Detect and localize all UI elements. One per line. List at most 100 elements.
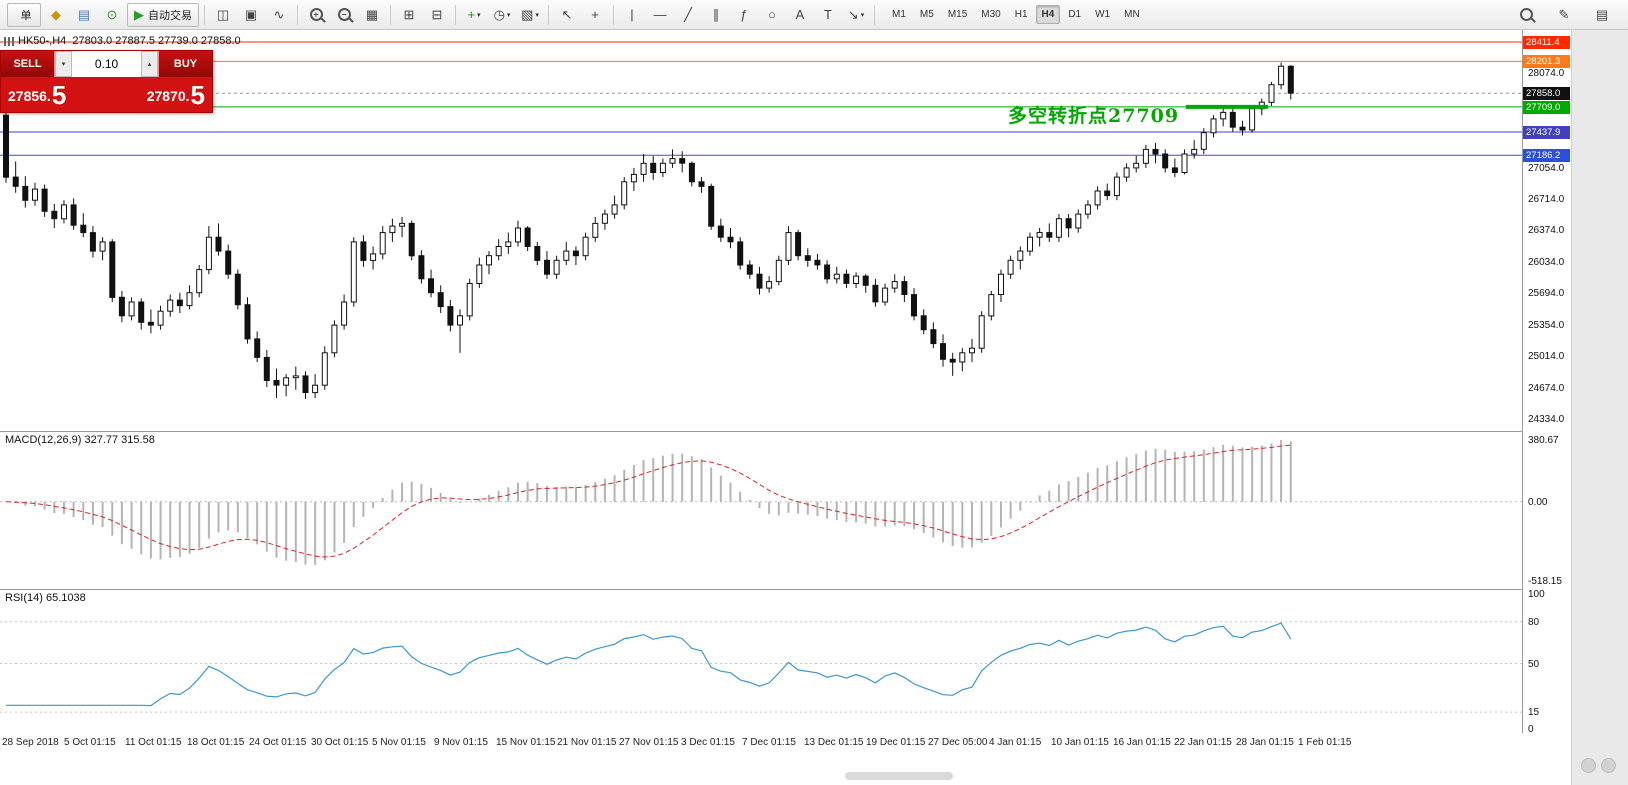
sell-price-main: 27856.: [8, 88, 51, 104]
toolbar-right-group: ✎ ▤: [1512, 3, 1622, 27]
buy-price-main: 27870.: [146, 88, 190, 104]
time-axis-label: 3 Dec 01:15: [681, 737, 735, 748]
timeframe-h4[interactable]: H4: [1035, 5, 1061, 24]
arrows-button[interactable]: ↘ ▾: [847, 7, 865, 22]
macd-indicator-label: MACD(12,26,9) 327.77 315.58: [5, 434, 155, 446]
rail-icon[interactable]: [1581, 758, 1596, 773]
cursor-icon[interactable]: ↖: [561, 7, 573, 22]
main-toolbar: 单◆▤⊙▶自动交易◫▣∿▦⊞⊟+▾◷▾▧▾↖+|—╱∥ƒ○AT↘▾ M1M5M1…: [0, 0, 1628, 30]
price-level-badge: 28411.4: [1523, 36, 1570, 49]
price-axis[interactable]: 28074.0 27054.0 26714.0 26374.0 26034.0 25694…: [1522, 30, 1572, 751]
buy-price[interactable]: 27870. 5: [147, 82, 205, 108]
text-icon[interactable]: A: [795, 7, 805, 22]
timeframe-m1[interactable]: M1: [892, 9, 906, 20]
zoom-out-icon[interactable]: [331, 3, 357, 27]
timeframe-w1[interactable]: W1: [1095, 9, 1111, 20]
cascade-windows-icon[interactable]: ⊞: [403, 7, 415, 22]
search-icon[interactable]: [1513, 3, 1539, 27]
timeframe-m30[interactable]: M30: [981, 9, 1001, 20]
label-icon[interactable]: T: [824, 7, 832, 22]
channel-icon[interactable]: ∥: [712, 7, 720, 22]
volume-decrease-button[interactable]: ▾: [55, 51, 72, 77]
time-axis-label: 7 Dec 01:15: [742, 737, 796, 748]
fibonacci-icon[interactable]: ƒ: [740, 7, 748, 22]
periods-button[interactable]: ◷ ▾: [493, 7, 511, 22]
price-level-badge: 27186.2: [1523, 149, 1570, 162]
arrange-windows-icon[interactable]: ⊟: [431, 7, 443, 22]
timeframe-h1[interactable]: H1: [1014, 9, 1028, 20]
market-watch-icon[interactable]: ⊙: [106, 7, 118, 22]
horizontal-scrollbar[interactable]: [845, 772, 953, 780]
rsi-indicator-label: RSI(14) 65.1038: [5, 592, 86, 604]
toolbar-separator: [204, 4, 205, 25]
time-axis-label: 16 Jan 01:15: [1113, 737, 1171, 748]
time-axis-label: 9 Nov 01:15: [434, 737, 488, 748]
volume-increase-button[interactable]: ▴: [141, 51, 158, 77]
time-axis-label: 19 Dec 01:15: [866, 737, 926, 748]
time-axis-label: 27 Nov 01:15: [619, 737, 679, 748]
time-axis-label: 27 Dec 05:00: [928, 737, 988, 748]
time-axis-label: 28 Sep 2018: [2, 737, 59, 748]
toolbar-separator: [390, 4, 391, 25]
timeframe-mn[interactable]: MN: [1124, 9, 1140, 20]
profiles-icon[interactable]: ▤: [77, 7, 91, 22]
time-axis-label: 21 Nov 01:15: [557, 737, 617, 748]
volume-input[interactable]: 0.10: [72, 51, 141, 77]
bar-chart-type-icon[interactable]: ◫: [216, 7, 230, 22]
crosshair-icon[interactable]: +: [591, 7, 599, 22]
macd-axis-label: -518.15: [1528, 576, 1562, 587]
macd-axis-label: 0.00: [1528, 497, 1548, 508]
time-axis-label: 18 Oct 01:15: [187, 737, 245, 748]
toolbar-separator: [613, 4, 614, 25]
symbol-ohlc-line: HK50-,H4 27803.0 27887.5 27739.0 27858.0: [18, 35, 241, 47]
buy-button[interactable]: BUY: [158, 51, 212, 77]
rail-icon[interactable]: [1601, 758, 1616, 773]
ellipse-icon[interactable]: ○: [768, 7, 776, 22]
trendline-icon[interactable]: ╱: [684, 7, 692, 22]
price-axis-label: 25014.0: [1528, 351, 1565, 362]
tile-windows-icon[interactable]: ▦: [365, 7, 379, 22]
indicators-button[interactable]: + ▾: [467, 7, 481, 22]
templates-button[interactable]: ▧ ▾: [521, 7, 539, 22]
line-chart-type-icon[interactable]: ∿: [273, 7, 285, 22]
time-axis-label: 1 Feb 01:15: [1298, 737, 1352, 748]
rsi-axis-label: 100: [1528, 589, 1545, 600]
price-axis-label: 28074.0: [1528, 68, 1565, 79]
time-axis-label: 22 Jan 01:15: [1174, 737, 1232, 748]
toolbar-separator: [455, 4, 456, 25]
timeframe-d1[interactable]: D1: [1068, 9, 1082, 20]
sell-button[interactable]: SELL: [1, 51, 55, 77]
macd-rsi-separator[interactable]: [0, 589, 1571, 590]
rsi-axis-label: 80: [1528, 617, 1540, 628]
chart-canvas[interactable]: [0, 30, 1522, 785]
timeframe-m15[interactable]: M15: [947, 9, 968, 20]
time-axis-label: 28 Jan 01:15: [1236, 737, 1294, 748]
auto-trading-button[interactable]: ▶ 自动交易: [127, 2, 199, 27]
chart-symbol-icon: [4, 37, 14, 46]
time-axis[interactable]: 28 Sep 2018 5 Oct 01:15 11 Oct 01:15 18 Oct…: [0, 733, 1571, 751]
timeframe-m5[interactable]: M5: [919, 9, 934, 20]
horizontal-line-icon[interactable]: —: [653, 7, 667, 22]
panel-toggle-icon[interactable]: ▤: [1595, 7, 1609, 22]
buy-price-big-digit: 5: [190, 80, 205, 110]
main-macd-separator[interactable]: [0, 431, 1571, 432]
sell-price[interactable]: 27856. 5: [8, 82, 66, 108]
price-axis-label: 25694.0: [1528, 288, 1565, 299]
vertical-line-icon[interactable]: |: [630, 7, 634, 22]
toolbar-separator: [874, 4, 875, 25]
time-axis-label: 10 Jan 01:15: [1051, 737, 1109, 748]
time-axis-label: 5 Nov 01:15: [372, 737, 426, 748]
rsi-axis-label: 0: [1528, 724, 1534, 735]
candlestick-type-icon[interactable]: ▣: [244, 7, 258, 22]
price-level-badge: 27858.0: [1523, 87, 1570, 100]
macd-axis-label: 380.67: [1528, 435, 1559, 446]
zoom-in-icon[interactable]: [303, 3, 329, 27]
time-axis-label: 15 Nov 01:15: [496, 737, 556, 748]
new-chart-icon[interactable]: ◆: [51, 7, 61, 22]
new-order-button[interactable]: 单: [7, 2, 41, 27]
edit-icon[interactable]: ✎: [1558, 7, 1570, 22]
right-side-rail: [1571, 30, 1628, 785]
timeframe-group: M1 M5 M15 M30 H1 H4 D1 W1 MN: [885, 5, 1147, 24]
price-level-badge: 27437.9: [1523, 126, 1570, 139]
zoom-out-icon: [337, 8, 351, 21]
